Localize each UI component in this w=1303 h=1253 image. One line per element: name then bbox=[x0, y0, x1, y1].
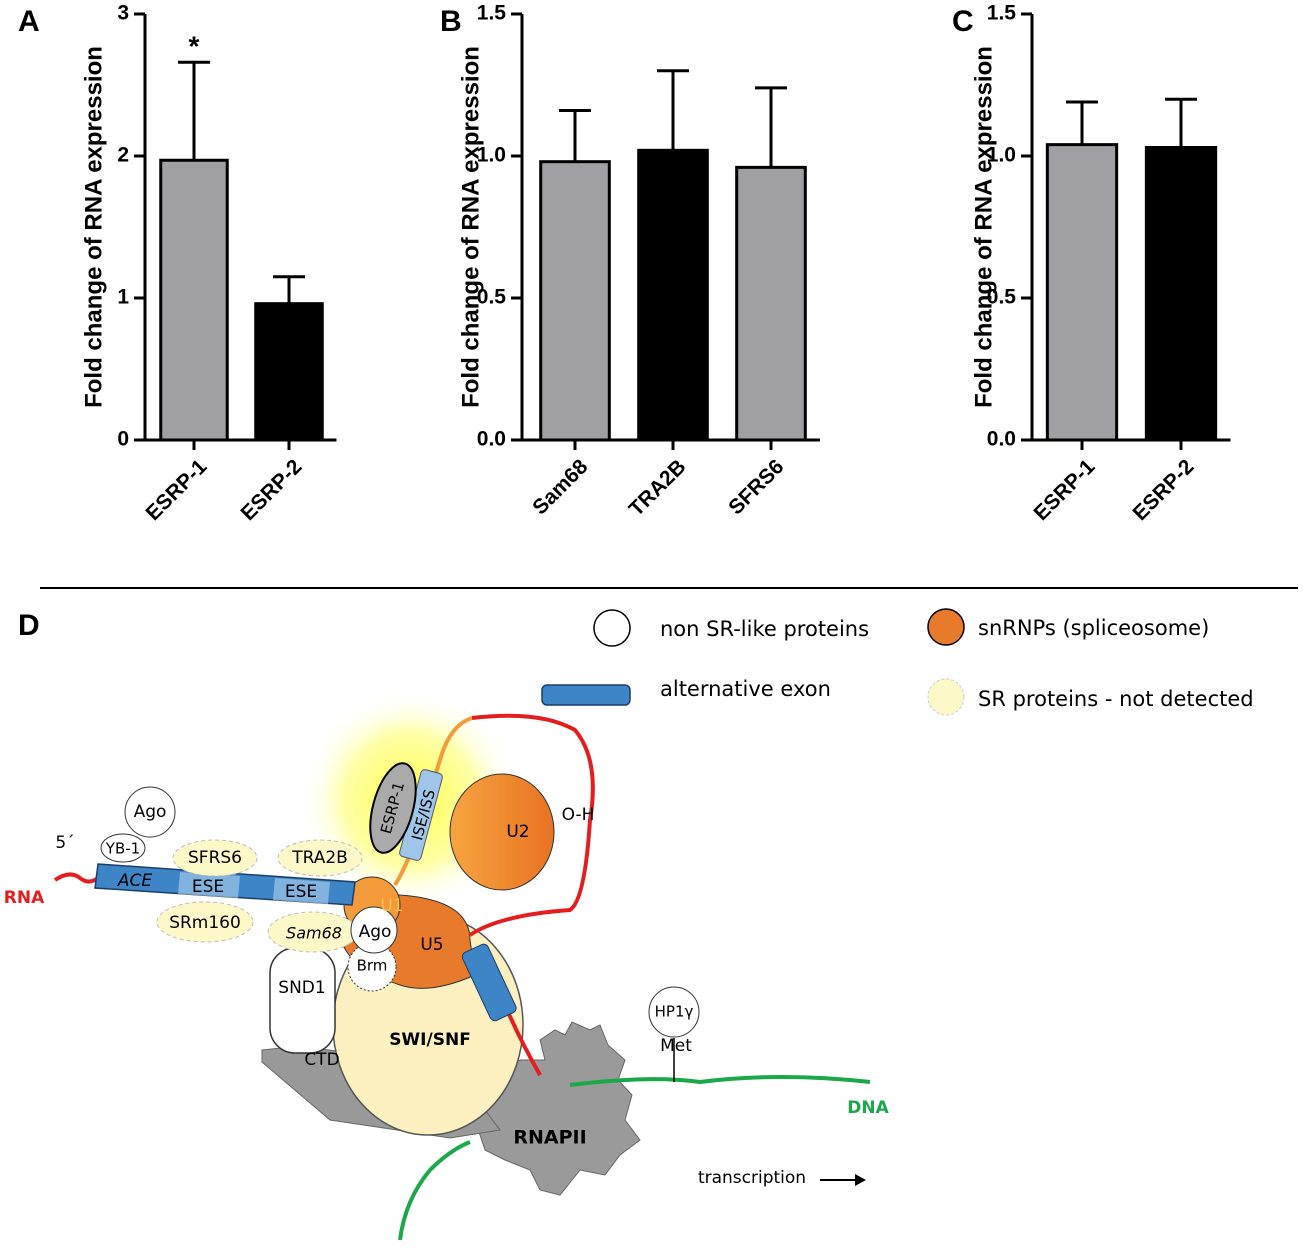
label: Sam68 bbox=[286, 924, 342, 943]
label: SWI/SNF bbox=[389, 1030, 471, 1050]
label: Met bbox=[660, 1036, 692, 1056]
charts: A Fold change of RNA expression 0 1 2 3 ESRP-1… bbox=[18, 2, 1231, 525]
label: Ago bbox=[359, 922, 392, 942]
ago bbox=[124, 786, 176, 838]
error-bar bbox=[1165, 97, 1197, 148]
label: U1 bbox=[380, 896, 403, 916]
label: ESE bbox=[285, 882, 317, 902]
diagram: D non SR-like proteins snRNPs (spliceoso… bbox=[4, 608, 1254, 1241]
x-tick-label: ESRP-1 bbox=[1030, 455, 1100, 525]
y-tick-label: 1.0 bbox=[987, 144, 1016, 167]
exon bbox=[461, 943, 517, 1022]
label: SFRS6 bbox=[188, 848, 242, 868]
panel-label: D bbox=[18, 609, 40, 642]
sr-protein bbox=[156, 901, 254, 943]
bar bbox=[735, 165, 807, 442]
label: U5 bbox=[420, 935, 443, 955]
label: RNA bbox=[4, 888, 45, 908]
bar bbox=[1045, 143, 1119, 442]
dna bbox=[569, 1075, 871, 1087]
label: SRm160 bbox=[169, 913, 241, 933]
label: U2 bbox=[506, 822, 529, 842]
panel-label: C bbox=[952, 5, 974, 38]
arrow-head bbox=[855, 1174, 866, 1186]
label: HP1γ bbox=[655, 1003, 694, 1021]
label: transcription bbox=[698, 1168, 806, 1188]
bar bbox=[159, 158, 229, 442]
esrp1 bbox=[369, 762, 417, 854]
y-tick-label: 1.0 bbox=[477, 144, 506, 167]
hp1 bbox=[648, 986, 700, 1038]
y-tick-label: 0 bbox=[117, 428, 129, 451]
label: ESE bbox=[192, 877, 224, 897]
legend-text: SR proteins - not detected bbox=[978, 687, 1254, 711]
legend-swatch bbox=[927, 608, 965, 646]
y-tick-label: 1 bbox=[117, 286, 129, 309]
x-tick-label: SFRS6 bbox=[724, 455, 788, 519]
error-bar bbox=[657, 69, 689, 151]
bar bbox=[539, 160, 611, 442]
rna bbox=[53, 872, 102, 884]
legend-swatch bbox=[593, 609, 631, 647]
label: YB-1 bbox=[105, 840, 140, 858]
y-tick-label: 2 bbox=[117, 144, 129, 167]
y-tick-label: 1.5 bbox=[477, 2, 507, 25]
y-tick-label: 3 bbox=[117, 2, 129, 25]
bar bbox=[637, 148, 709, 442]
label: CTD bbox=[304, 1050, 339, 1070]
panel-label: B bbox=[440, 5, 462, 38]
sr-protein bbox=[277, 839, 363, 877]
u2 bbox=[449, 773, 555, 891]
yb1 bbox=[100, 833, 146, 863]
error-bar bbox=[1066, 100, 1098, 145]
ese-region bbox=[273, 878, 330, 904]
legend-swatch bbox=[927, 678, 965, 716]
label: Brm bbox=[357, 957, 388, 975]
label: DNA bbox=[847, 1098, 889, 1118]
ago bbox=[350, 906, 398, 954]
sr-protein bbox=[172, 839, 258, 877]
snd1 bbox=[269, 947, 336, 1054]
ese-region bbox=[178, 872, 240, 898]
label: SND1 bbox=[278, 978, 325, 998]
legend-text: alternative exon bbox=[660, 677, 831, 701]
error-bar bbox=[559, 109, 591, 162]
panel-label: A bbox=[18, 5, 40, 38]
y-tick-label: 0.0 bbox=[477, 428, 506, 451]
dna bbox=[398, 1140, 471, 1241]
bar bbox=[254, 302, 324, 442]
y-tick-label: 0.5 bbox=[477, 286, 507, 309]
y-tick-label: 0.5 bbox=[987, 286, 1017, 309]
error-bar bbox=[178, 60, 210, 161]
annotation: * bbox=[189, 31, 200, 62]
label: ACE bbox=[117, 871, 152, 891]
error-bar bbox=[273, 275, 305, 304]
legend-text: snRNPs (spliceosome) bbox=[978, 616, 1209, 640]
error-bar bbox=[755, 86, 787, 168]
y-axis-label: Fold change of RNA expression bbox=[457, 46, 484, 408]
legend-text: non SR-like proteins bbox=[660, 617, 869, 641]
label: RNAPII bbox=[513, 1127, 586, 1149]
y-tick-label: 1.5 bbox=[987, 2, 1017, 25]
x-tick-label: ESRP-2 bbox=[237, 455, 307, 525]
y-axis-label: Fold change of RNA expression bbox=[970, 46, 997, 408]
x-tick-label: ESRP-1 bbox=[142, 455, 212, 525]
x-tick-label: Sam68 bbox=[528, 455, 592, 519]
y-tick-label: 0.0 bbox=[987, 428, 1016, 451]
label: Ago bbox=[134, 802, 167, 822]
label: TRA2B bbox=[291, 848, 348, 868]
label: 5´ bbox=[55, 833, 74, 853]
bar bbox=[1144, 145, 1218, 442]
y-axis-label: Fold change of RNA expression bbox=[80, 46, 107, 408]
x-tick-label: ESRP-2 bbox=[1129, 455, 1199, 525]
label: O-H bbox=[562, 805, 595, 825]
x-tick-label: TRA2B bbox=[625, 455, 691, 521]
legend-swatch bbox=[541, 684, 631, 706]
